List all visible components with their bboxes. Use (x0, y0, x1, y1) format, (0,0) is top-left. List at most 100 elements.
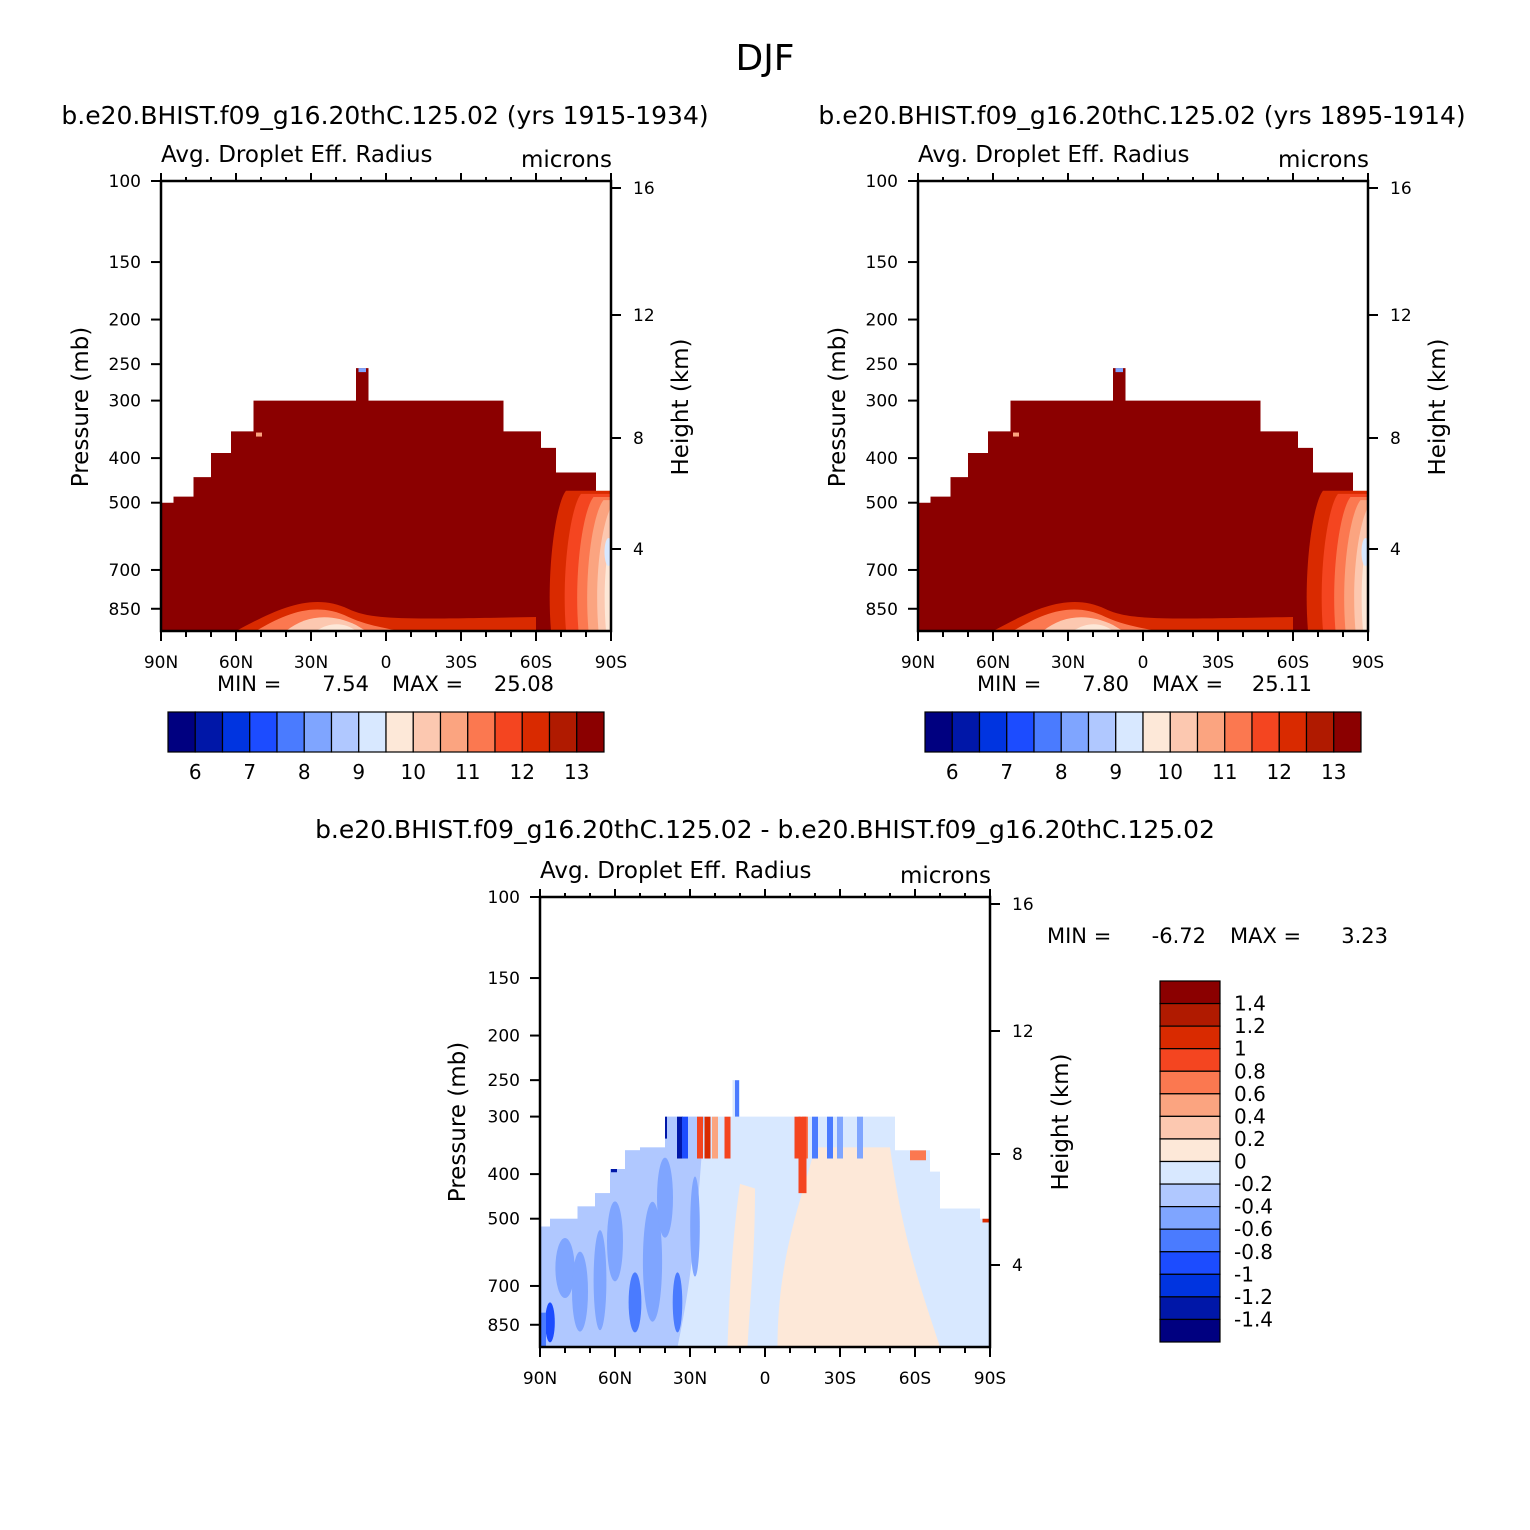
pressure-axis-label: Pressure (mb) (68, 327, 94, 487)
x-tick-label: 30N (673, 1369, 707, 1389)
colorbar-label: 12 (1267, 760, 1292, 784)
anomaly-streak (704, 1116, 711, 1159)
x-tick-label: 60S (520, 653, 552, 673)
max-value: 25.08 (494, 672, 554, 696)
cloud-region (161, 368, 611, 631)
difference-field-plot (540, 1080, 990, 1347)
colorbar-swatch (1115, 711, 1144, 753)
y-tick-label: 200 (866, 311, 898, 331)
colorbar-swatch (167, 711, 196, 753)
anomaly-streak (837, 1116, 843, 1159)
colorbar-label: 10 (401, 760, 426, 784)
plot-axes: 90N 60N 30N 0 30S 60S 90S 100 150 200 250 300 400 500… (109, 172, 655, 673)
x-tick-label: 30S (824, 1369, 856, 1389)
polar-gradient (604, 506, 611, 631)
y-tick-label: 400 (488, 1165, 520, 1185)
units-label: microns (1278, 147, 1369, 173)
colorbar-swatch (276, 711, 305, 753)
colorbar-swatch (330, 711, 360, 753)
y-tick-label: 200 (488, 1027, 520, 1047)
colorbar-label: 0 (1234, 1150, 1247, 1174)
colorbar-label: -0.2 (1234, 1172, 1273, 1196)
colorbar-label: 8 (298, 760, 311, 784)
height-axis-label: Height (km) (1048, 1053, 1074, 1190)
colorbar-swatch (548, 711, 578, 753)
y-tick-label: 400 (866, 449, 898, 469)
colorbar-swatch (249, 711, 278, 753)
colorbar-label: 12 (510, 760, 535, 784)
colorbar-swatch (303, 711, 333, 753)
colorbar-swatch (1159, 1138, 1221, 1163)
x-tick-label: 90N (144, 653, 178, 673)
max-label: MAX = (1152, 672, 1223, 696)
y-tick-label: 300 (109, 392, 141, 412)
x-tick-label: 30S (445, 653, 477, 673)
y-tick-label: 850 (109, 600, 141, 620)
colorbar-swatch (1196, 711, 1226, 753)
low-level-band (316, 624, 356, 631)
colorbar-swatch (439, 711, 469, 753)
colorbar-swatch (221, 711, 251, 753)
page-title: DJF (735, 38, 794, 79)
colorbar-swatch (1251, 711, 1280, 753)
min-value: -6.72 (1152, 924, 1206, 948)
colorbar-swatch (1159, 1115, 1221, 1140)
colorbar-label: -0.6 (1234, 1217, 1273, 1241)
x-tick-label: 90N (523, 1369, 557, 1389)
x-tick-label: 30N (294, 653, 328, 673)
colorbar-label: 7 (243, 760, 256, 784)
colorbar-swatch (494, 711, 523, 753)
colorbar-label: 9 (352, 760, 365, 784)
x-tick-label: 60N (598, 1369, 632, 1389)
colorbar-swatch (385, 711, 414, 753)
colorbar-swatch (1159, 1206, 1221, 1230)
peak-detail (1115, 368, 1123, 373)
colorbar: 6 7 8 9 10 11 12 13 (924, 711, 1362, 784)
colorbar-label: 11 (1212, 760, 1237, 784)
x-tick-label: 60S (899, 1369, 931, 1389)
anomaly-streak (682, 1116, 688, 1159)
y-tick-label: 100 (488, 888, 520, 908)
colorbar-label: 0.6 (1234, 1082, 1266, 1106)
x-tick-label: 90N (901, 653, 935, 673)
height-tick-label: 8 (633, 429, 644, 449)
plot-axes: 90N 60N 30N 0 30S 60S 90S 100 150 200 250 300 400 500… (488, 888, 1034, 1389)
polar-gradient (604, 538, 611, 567)
x-tick-label: 90S (974, 1369, 1006, 1389)
y-tick-label: 250 (109, 355, 141, 375)
panel-title: b.e20.BHIST.f09_g16.20thC.125.02 (yrs 19… (61, 101, 708, 130)
colorbar-label: 1.4 (1234, 992, 1266, 1016)
y-tick-label: 300 (488, 1108, 520, 1128)
x-tick-label: 0 (1138, 653, 1149, 673)
negative-anomaly (642, 1201, 663, 1322)
variable-label: Avg. Droplet Eff. Radius (918, 142, 1190, 168)
radius-field-plot (161, 368, 611, 631)
colorbar-swatch (194, 711, 224, 753)
cloud-region (918, 368, 1368, 631)
colorbar-label: 11 (455, 760, 480, 784)
min-value: 7.80 (1082, 672, 1129, 696)
radius-field-plot (918, 368, 1368, 631)
colorbar-label: 7 (1000, 760, 1013, 784)
colorbar-label: 6 (189, 760, 202, 784)
colorbar-swatch (978, 711, 1008, 753)
negative-anomaly (607, 1201, 623, 1282)
height-tick-label: 8 (1390, 429, 1401, 449)
colorbar-swatch (467, 711, 496, 753)
anomaly-streak (735, 1080, 739, 1117)
colorbar-swatch (412, 711, 442, 753)
anomaly-streak (540, 1312, 546, 1347)
min-label: MIN = (1047, 924, 1111, 948)
y-tick-label: 200 (109, 311, 141, 331)
negative-anomaly (628, 1272, 642, 1333)
max-label: MAX = (1230, 924, 1301, 948)
height-tick-label: 4 (1390, 540, 1401, 560)
polar-gradient (1361, 538, 1368, 567)
anomaly-streak (677, 1116, 683, 1159)
colorbar-label: 1.2 (1234, 1014, 1266, 1038)
colorbar-swatch (1159, 1296, 1221, 1321)
colorbar-swatch (1169, 711, 1199, 753)
colorbar-swatch (924, 711, 953, 753)
anomaly-streak (827, 1116, 833, 1159)
y-tick-label: 500 (109, 494, 141, 514)
